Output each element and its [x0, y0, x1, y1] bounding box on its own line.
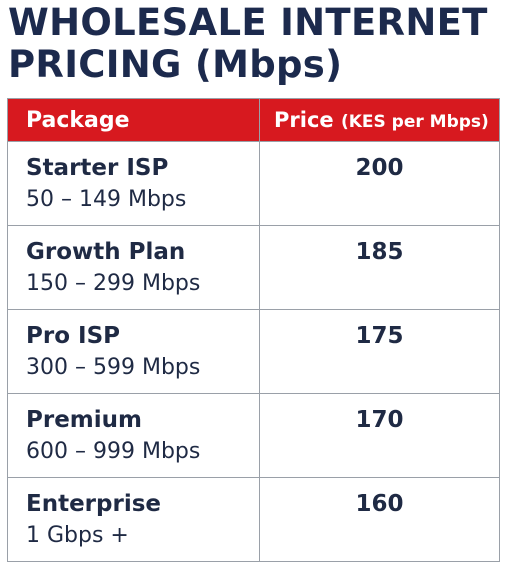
page-title: WHOLESALE INTERNET PRICING (Mbps) [8, 2, 504, 86]
header-price-unit: (KES per Mbps) [340, 112, 489, 132]
package-name: Growth Plan [26, 239, 186, 265]
package-cell: Growth Plan 150 – 299 Mbps [7, 225, 260, 310]
package-cell: Enterprise 1 Gbps + [7, 477, 260, 562]
header-row: Package Price (KES per Mbps) [7, 98, 500, 142]
table-row: Pro ISP 300 – 599 Mbps 175 [7, 309, 500, 394]
package-cell: Premium 600 – 999 Mbps [7, 393, 260, 478]
title-line-1: WHOLESALE INTERNET [8, 1, 488, 44]
title-line-2: PRICING (Mbps) [8, 43, 343, 86]
price-cell: 175 [259, 309, 500, 394]
package-range: 1 Gbps + [26, 523, 129, 548]
price-cell: 185 [259, 225, 500, 310]
table-row: Starter ISP 50 – 149 Mbps 200 [7, 141, 500, 226]
package-range: 600 – 999 Mbps [26, 439, 201, 464]
header-price: Price (KES per Mbps) [259, 98, 500, 142]
table-row: Enterprise 1 Gbps + 160 [7, 477, 500, 562]
header-price-label: Price [274, 108, 334, 132]
header-package-label: Package [26, 107, 130, 133]
package-cell: Pro ISP 300 – 599 Mbps [7, 309, 260, 394]
package-name: Enterprise [26, 491, 162, 517]
price-cell: 160 [259, 477, 500, 562]
pricing-table: Package Price (KES per Mbps) Starter ISP… [7, 98, 500, 562]
package-cell: Starter ISP 50 – 149 Mbps [7, 141, 260, 226]
header-package: Package [7, 98, 260, 142]
package-name: Starter ISP [26, 155, 169, 181]
table-row: Premium 600 – 999 Mbps 170 [7, 393, 500, 478]
package-range: 300 – 599 Mbps [26, 355, 201, 380]
price-cell: 200 [259, 141, 500, 226]
package-range: 50 – 149 Mbps [26, 187, 187, 212]
package-name: Pro ISP [26, 323, 120, 349]
package-range: 150 – 299 Mbps [26, 271, 201, 296]
table-header: Package Price (KES per Mbps) [7, 98, 500, 142]
price-cell: 170 [259, 393, 500, 478]
package-name: Premium [26, 407, 142, 433]
table-row: Growth Plan 150 – 299 Mbps 185 [7, 225, 500, 310]
